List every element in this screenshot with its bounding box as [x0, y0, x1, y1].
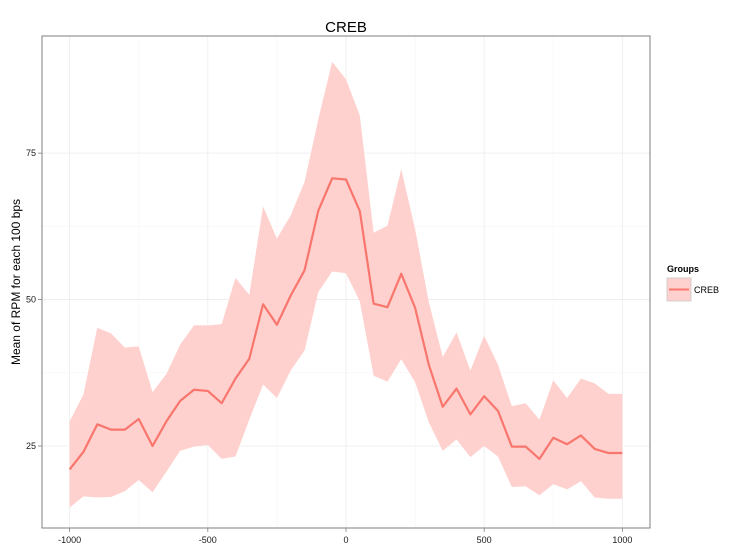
legend: Groups CREB [666, 264, 719, 302]
x-tick-label: 1000 [612, 535, 632, 545]
series-line-0 [68, 177, 623, 471]
x-tick-label: 0 [343, 535, 348, 545]
chart-title: CREB [325, 19, 367, 36]
y-tick-label: 50 [26, 295, 36, 305]
x-tick-label: -500 [199, 535, 217, 545]
x-tick-label: 500 [477, 535, 492, 545]
y-tick-label: 25 [26, 441, 36, 451]
y-axis-ticks: 25 50 75 [26, 148, 42, 451]
y-tick-label: 75 [26, 148, 36, 158]
series-line-layer [68, 177, 623, 471]
x-tick-label: -1000 [58, 535, 81, 545]
y-axis-title: Mean of RPM for each 100 bps [9, 199, 23, 365]
legend-title: Groups [667, 264, 699, 274]
legend-label-creb: CREB [694, 285, 719, 295]
x-axis-ticks: -1000 -500 0 500 1000 [58, 528, 632, 545]
